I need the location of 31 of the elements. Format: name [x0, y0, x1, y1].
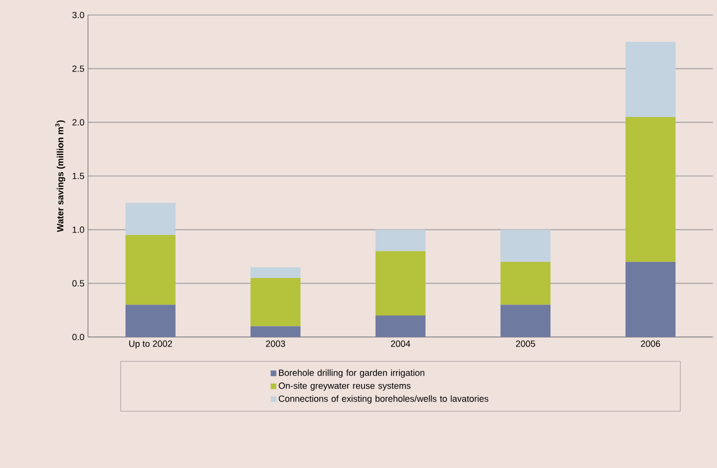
- bar: [126, 235, 176, 305]
- x-tick-label: 2005: [516, 340, 536, 347]
- bar: [376, 251, 426, 316]
- bar: [126, 202, 176, 236]
- legend-label: Connections of existing boreholes/wells to lavatories: [278, 395, 488, 404]
- bar: [626, 116, 676, 262]
- bar: [626, 262, 676, 337]
- bar: [626, 42, 676, 117]
- y-tick-label: 0.0: [72, 334, 84, 340]
- x-tick-label: 2004: [390, 340, 410, 347]
- x-tick-label: Up to 2002: [129, 340, 172, 349]
- legend-label: On-site greywater reuse systems: [278, 382, 411, 391]
- bar: [376, 230, 426, 252]
- bar: [376, 316, 426, 337]
- bar: [250, 267, 301, 278]
- y-tick-label: 2.5: [72, 65, 84, 72]
- y-axis-title: Water savings (million m$^{3}$): [55, 120, 66, 232]
- bar: [500, 262, 551, 305]
- x-tick-label: 2006: [640, 340, 660, 347]
- bar: [500, 304, 551, 337]
- y-tick-label: 0.5: [72, 280, 84, 287]
- x-tick-label: 2003: [266, 340, 286, 347]
- y-tick-label: 1.5: [72, 172, 84, 180]
- y-tick-label: 2.0: [72, 119, 84, 126]
- bar: [126, 304, 176, 337]
- bar: [250, 326, 301, 337]
- legend-label: Borehole drilling for garden irrigation: [279, 369, 424, 378]
- y-tick-label: 3.0: [72, 12, 84, 18]
- y-tick-label: 1.0: [72, 226, 84, 233]
- bar: [250, 278, 301, 326]
- bar: [500, 230, 551, 262]
